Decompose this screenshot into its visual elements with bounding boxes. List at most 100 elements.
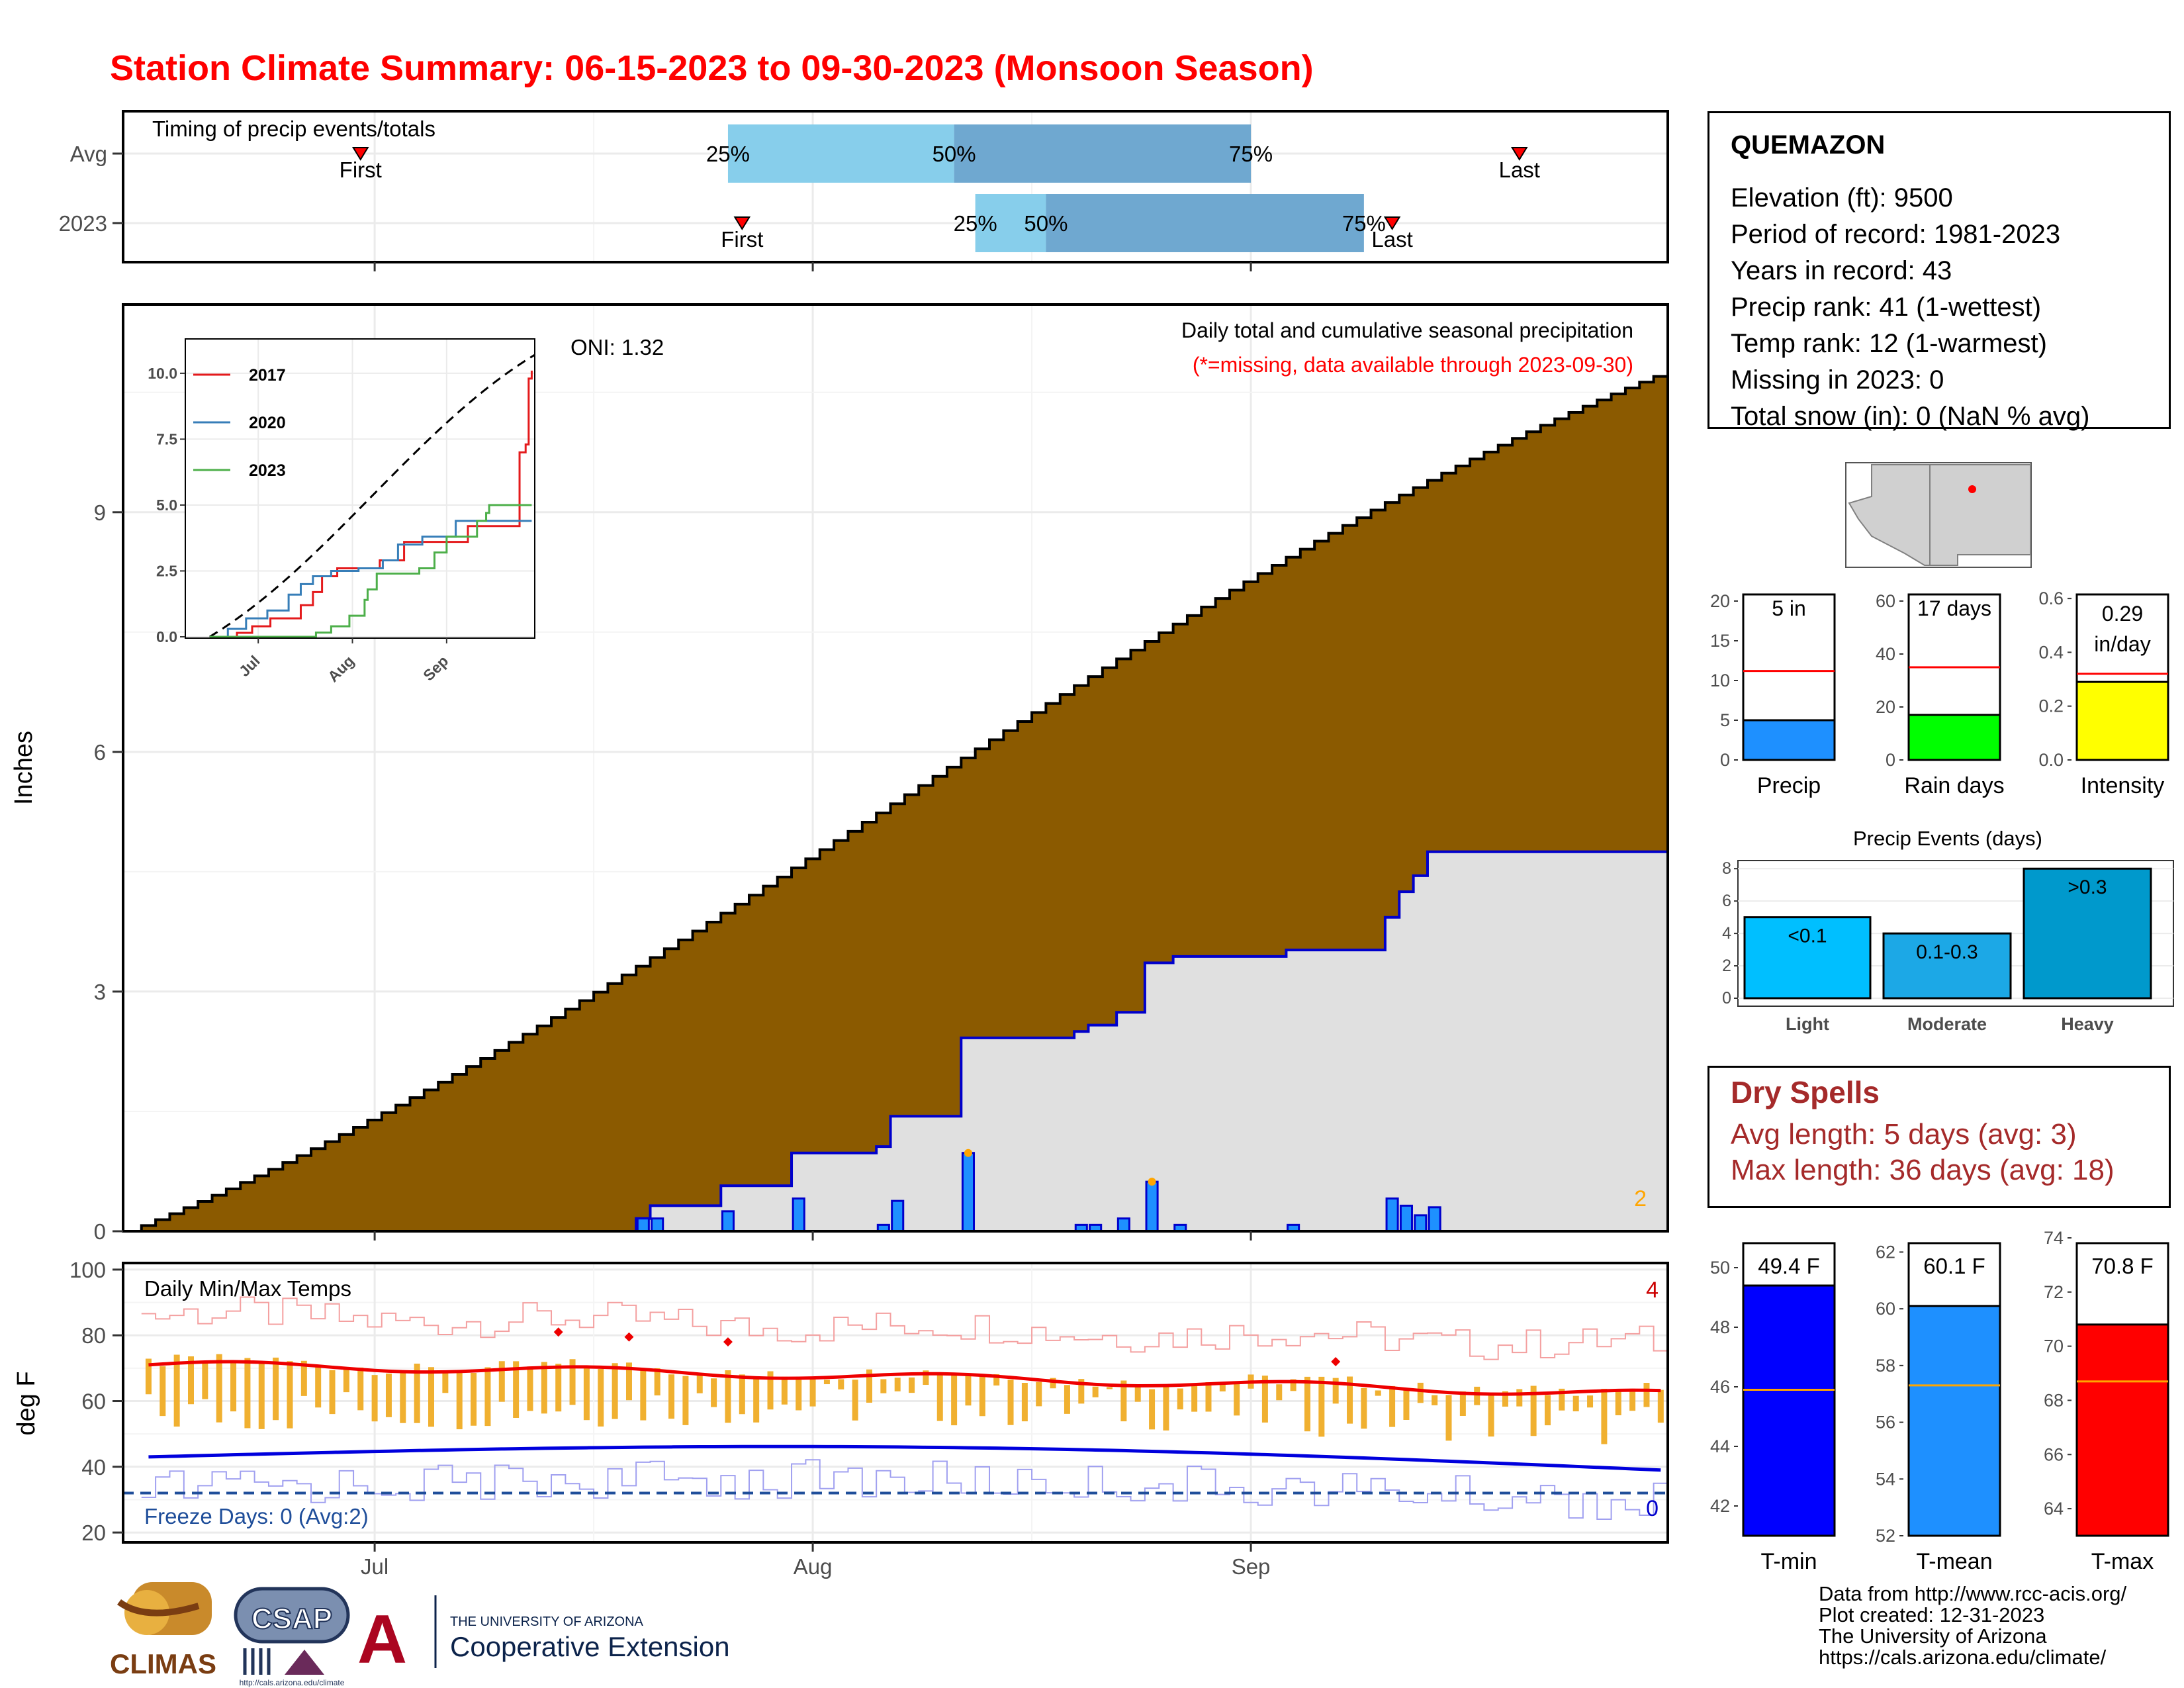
csap-logo: CSAP http://cals.arizona.edu/climate [234, 1587, 350, 1687]
temp-bar-tick-label: 46 [1710, 1377, 1730, 1397]
temp-corner-top: 4 [1646, 1278, 1659, 1303]
timing-marker-last [1383, 216, 1401, 230]
temp-panel-frame [122, 1262, 1669, 1544]
climas-logo-swoosh [117, 1599, 200, 1617]
record-temp-marker [624, 1332, 634, 1342]
credit-university: The University of Arizona [1819, 1624, 2047, 1648]
temp-y-tick-label: 100 [69, 1258, 106, 1282]
mini-chart-label: Rain days [1904, 773, 2004, 798]
precip-y-axis: 0 3 6 9 [94, 500, 1252, 1244]
timing-row-label: Avg [70, 142, 107, 166]
temp-grid [123, 1263, 1668, 1542]
temp-bar-value: 49.4 F [1758, 1254, 1820, 1278]
timing-label-last: Last [1499, 158, 1540, 182]
precip-missing-note: (*=missing, data available through 2023-… [1193, 353, 1633, 377]
page-title: Station Climate Summary: 06-15-2023 to 0… [110, 48, 1314, 88]
precip-events-title: Precip Events (days) [1853, 827, 2042, 850]
mini-chart-bar [1742, 719, 1836, 761]
freeze-days-text: Freeze Days: 0 (Avg:2) [144, 1504, 369, 1528]
temp-bar-label: T-min [1761, 1549, 1817, 1574]
precip-y-tick-label: 0 [94, 1219, 106, 1244]
inset-background [185, 339, 535, 638]
temp-corner-bottom: 0 [1646, 1496, 1659, 1521]
precip-events-chart: Precip Events (days) 0 2 4 6 8 <0.1 Light 0.1-0… [1722, 827, 2174, 1034]
events-bar-label: <0.1 [1788, 925, 1827, 947]
mini-chart-tick-label: 0.0 [2038, 750, 2064, 770]
temp-bar-label: T-max [2091, 1549, 2154, 1574]
temp-heading: Daily Min/Max Temps [144, 1276, 351, 1301]
temp-y-tick-label: 20 [81, 1521, 106, 1545]
month-label: Sep [1232, 1554, 1271, 1579]
mini-chart-tick-label: 0 [1720, 750, 1730, 770]
main-charts: 25% 50% 75% First Last 25% 50% 75% First Last Tim… [10, 110, 1669, 1579]
inset-average-line [208, 353, 535, 638]
temp-bar-value: 70.8 F [2091, 1254, 2154, 1278]
daily-precip-max-marker [964, 1149, 972, 1157]
timing-heading: Timing of precip events/totals [152, 117, 435, 141]
temp-bar-label: T-mean [1916, 1549, 1992, 1574]
month-axis: Jul Aug Sep [361, 1542, 1270, 1579]
precip-panel-frame [122, 303, 1669, 1233]
timing-panel-frame [122, 110, 1669, 263]
inset-y-tick-label: 10.0 [148, 365, 177, 382]
temp-bar-tick-label: 60 [1876, 1299, 1895, 1319]
ua-logo-small-text: THE UNIVERSITY OF ARIZONA [450, 1615, 644, 1629]
ua-logo-big-text: Cooperative Extension [450, 1631, 730, 1662]
temp-bar-tick-label: 70 [2044, 1336, 2064, 1356]
mini-chart-tick-label: 0.6 [2038, 588, 2064, 608]
events-tick-label: 2 [1722, 957, 1731, 975]
temp-y-tick-label: 80 [81, 1323, 106, 1348]
temp-bar-tick-label: 66 [2044, 1444, 2064, 1464]
credit-plot-created: Plot created: 12-31-2023 [1819, 1603, 2045, 1626]
mini-chart-tick-label: 60 [1876, 591, 1895, 611]
events-category-label: Light [1786, 1014, 1829, 1034]
timing-label-75: 75% [1342, 211, 1386, 236]
inset-y-tick-label: 7.5 [156, 430, 177, 447]
mini-chart-bar [2075, 680, 2169, 761]
station-years: Years in record: 43 [1731, 256, 1952, 285]
csap-logo-rain [243, 1648, 271, 1675]
inset-y-tick-label: 0.0 [156, 628, 177, 645]
temp-content [123, 1296, 1668, 1520]
timing-label-75: 75% [1229, 142, 1273, 166]
timing-label-last: Last [1371, 227, 1412, 252]
inset-lines [208, 353, 535, 638]
events-tick-label: 0 [1722, 989, 1731, 1008]
dry-spells-max: Max length: 36 days (avg: 18) [1731, 1154, 2115, 1186]
events-category-label: Moderate [1907, 1014, 1987, 1034]
events-tick-label: 8 [1722, 859, 1731, 878]
avg-max-temp-line [148, 1360, 1661, 1396]
daily-precip-bar [1145, 1180, 1159, 1233]
timing-label-50: 50% [1024, 211, 1068, 236]
map-states-shape [1848, 464, 2031, 566]
timing-marker-last [1510, 147, 1528, 161]
timing-row-label: 2023 [59, 211, 107, 236]
daily-precip-bar [721, 1210, 735, 1233]
temp-bar-tick-label: 42 [1710, 1496, 1730, 1516]
timing-row-labels: Avg 2023 [59, 142, 1252, 271]
temp-bar-tick-label: 50 [1710, 1258, 1730, 1278]
precip-y-tick-label: 3 [94, 980, 106, 1004]
temp-bar-tick-label: 64 [2044, 1499, 2064, 1519]
climas-logo-text: CLIMAS [110, 1648, 216, 1679]
precip-y-label: Inches [10, 731, 38, 805]
timing-band-50-75 [954, 124, 1251, 183]
temp-panel-background [123, 1263, 1668, 1542]
events-tick-label: 4 [1722, 924, 1731, 943]
data-credits: Data from http://www.rcc-acis.org/ Plot … [1819, 1583, 2126, 1668]
csap-logo-mountain [285, 1650, 324, 1675]
mini-chart-tick-label: 20 [1876, 697, 1895, 717]
timing-label-25: 25% [706, 142, 750, 166]
mini-chart-tick-label: 0.2 [2038, 696, 2064, 716]
events-tick-label: 6 [1722, 892, 1731, 910]
mini-chart-label: Precip [1757, 773, 1821, 798]
record-temp-marker [1331, 1356, 1341, 1366]
temp-bar-tick-label: 56 [1876, 1413, 1895, 1432]
temp-y-tick-label: 40 [81, 1455, 106, 1479]
dry-spells-box: Dry Spells Avg length: 5 days (avg: 3) M… [1707, 1066, 2171, 1208]
precip-corner-count: 2 [1634, 1186, 1647, 1211]
csap-logo-text: CSAP [251, 1603, 332, 1635]
daily-precip-bar [1399, 1204, 1413, 1233]
